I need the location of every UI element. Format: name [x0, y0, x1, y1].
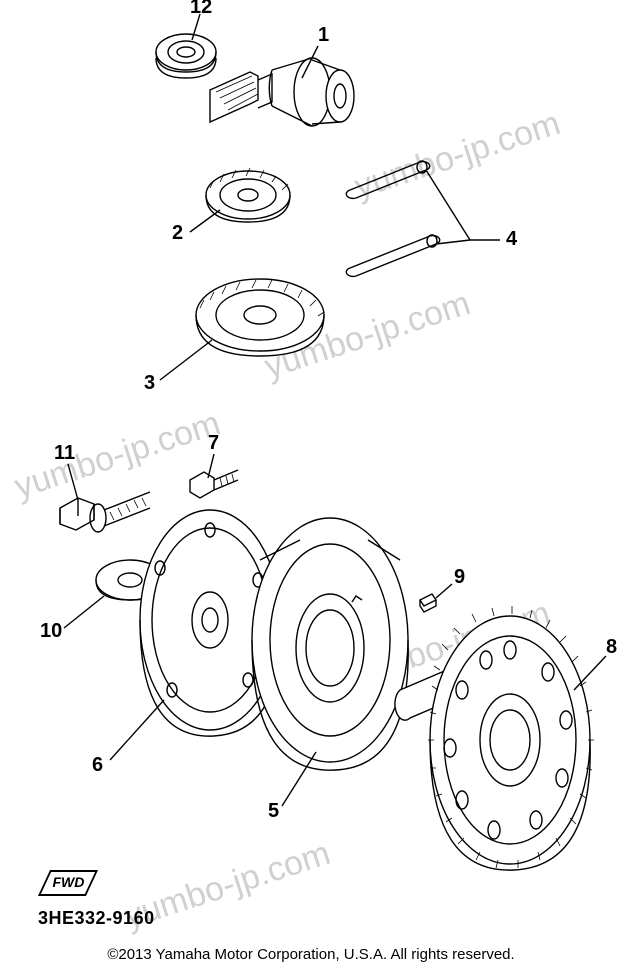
label-3: 3: [144, 372, 155, 395]
label-9: 9: [454, 566, 465, 589]
label-12: 12: [190, 0, 212, 19]
label-2: 2: [172, 222, 183, 245]
part-3-gear-large: [196, 279, 324, 356]
copyright-text: ©2013 Yamaha Motor Corporation, U.S.A. A…: [0, 942, 622, 969]
part-5-housing: [252, 518, 408, 770]
label-7: 7: [208, 432, 219, 455]
label-4: 4: [506, 228, 517, 251]
part-8-ring-gear: [428, 606, 594, 870]
label-11: 11: [54, 442, 75, 465]
label-5: 5: [268, 800, 279, 823]
label-10: 10: [40, 620, 62, 643]
label-8: 8: [606, 636, 617, 659]
part-11-bolt: [60, 492, 150, 532]
diagram-code: 3HE332-9160: [38, 908, 155, 929]
part-2-gear-small: [206, 168, 290, 222]
part-7-bolt-small: [190, 470, 238, 498]
label-1: 1: [318, 24, 329, 47]
part-4-pins: [346, 161, 439, 276]
part-12-bearing: [156, 34, 216, 78]
fwd-label: FWD: [52, 872, 84, 892]
part-9-key: [420, 594, 436, 612]
part-1-shaft: [210, 58, 354, 126]
parts-diagram: [0, 0, 622, 969]
label-6: 6: [92, 754, 103, 777]
